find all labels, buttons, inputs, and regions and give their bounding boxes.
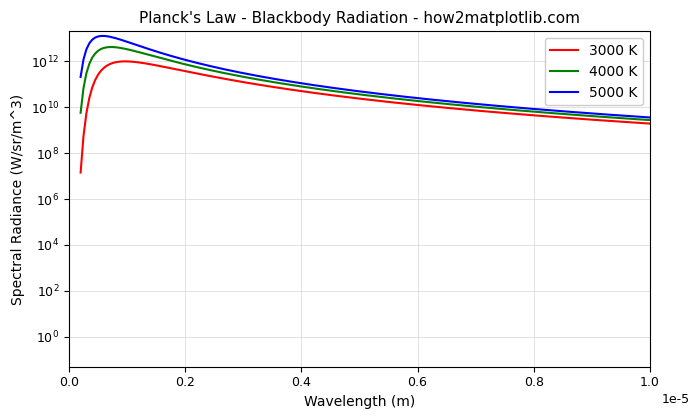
Legend: 3000 K, 4000 K, 5000 K: 3000 K, 4000 K, 5000 K <box>545 38 643 105</box>
4000 K <box>375 94 384 99</box>
Line: 4000 K: 4000 K <box>80 47 700 210</box>
5000 K <box>99 34 108 39</box>
4000 K <box>108 45 117 50</box>
5000 K <box>76 74 85 79</box>
3000 K <box>120 59 128 64</box>
Title: Planck's Law - Blackbody Radiation - how2matplotlib.com: Planck's Law - Blackbody Radiation - how… <box>139 11 580 26</box>
5000 K <box>375 91 384 96</box>
3000 K <box>76 170 85 175</box>
3000 K <box>375 98 384 103</box>
Line: 3000 K: 3000 K <box>80 61 700 213</box>
4000 K <box>76 110 85 116</box>
Line: 5000 K: 5000 K <box>80 36 700 208</box>
Text: 1e-5: 1e-5 <box>662 394 690 407</box>
Y-axis label: Spectral Radiance (W/sr/m^3): Spectral Radiance (W/sr/m^3) <box>11 94 25 304</box>
X-axis label: Wavelength (m): Wavelength (m) <box>304 395 415 409</box>
